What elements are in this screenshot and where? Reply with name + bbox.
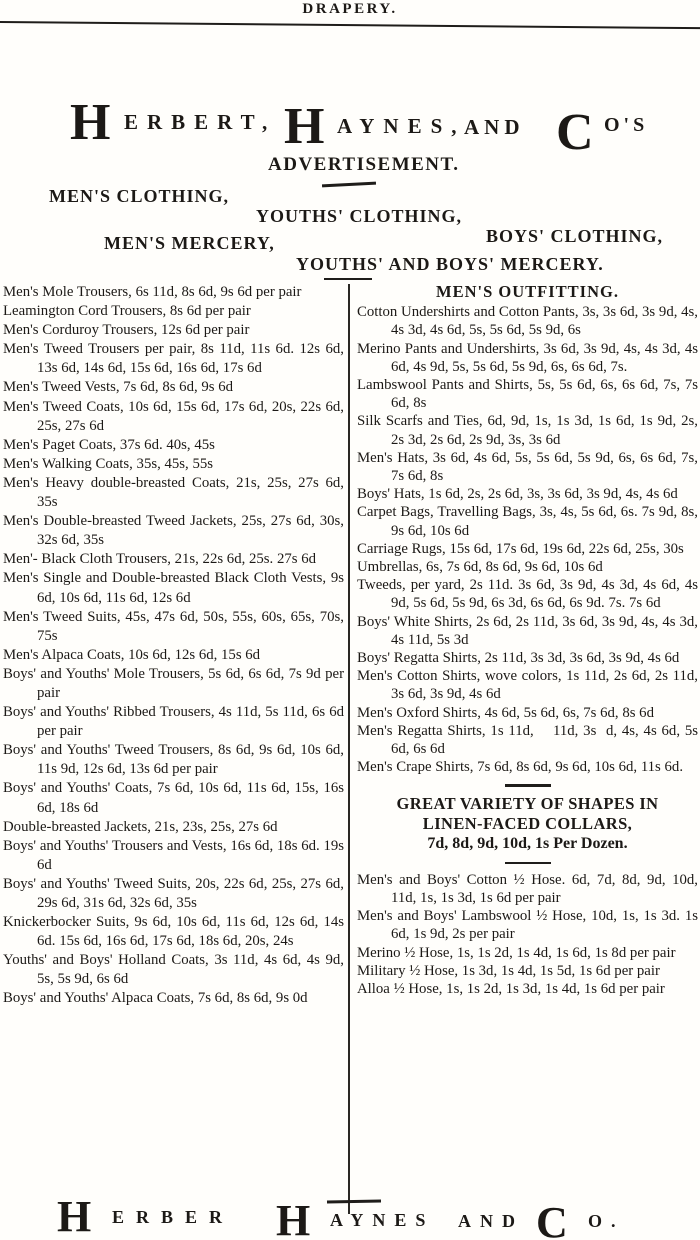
footer-name-o: O. (588, 1211, 625, 1231)
list-item: Men's Paget Coats, 37s 6d. 40s, 45s (3, 436, 215, 453)
list-item: Men's and Boys' Cotton ½ Hose. 6d, 7d, 8… (357, 871, 698, 907)
list-item: Boys' and Youths' Tweed Trousers, 8s 6d,… (3, 742, 344, 778)
list-item: Double-breasted Jackets, 21s, 23s, 25s, … (3, 818, 278, 835)
divider-rule (504, 861, 551, 864)
masthead-initial-h1: H (70, 94, 111, 151)
list-item: Silk Scarfs and Ties, 6d, 9d, 1s, 1s 3d,… (357, 413, 698, 448)
list-item: Cotton Undershirts and Cotton Pants, 3s,… (357, 304, 698, 339)
list-item: Men's Tweed Vests, 7s 6d, 8s 6d, 9s 6d (3, 379, 234, 396)
list-item: Men's Double-breasted Tweed Jackets, 25s… (3, 513, 344, 549)
list-item: Boys' Regatta Shirts, 2s 11d, 3s 3d, 3s … (357, 650, 680, 667)
list-item: Boys' and Youths' Coats, 7s 6d, 10s 6d, … (3, 780, 344, 816)
list-item: Men's Crape Shirts, 7s 6d, 8s 6d, 9s 6d,… (357, 759, 684, 776)
collar-notice-line: LINEN-FACED COLLARS, (422, 813, 633, 833)
collar-notice-line: GREAT VARIETY OF SHAPES IN (396, 793, 659, 813)
list-item: Men's Regatta Shirts, 1s 11d, 11d, 3s d,… (357, 722, 698, 758)
collar-notice: GREAT VARIETY OF SHAPES IN LINEN-FACED C… (357, 794, 698, 854)
subtitle-rule (321, 181, 377, 188)
advertisement-subtitle: ADVERTISEMENT. (268, 154, 460, 175)
right-column: MEN'S OUTFITTING. Cotton Undershirts and… (357, 282, 698, 998)
collar-notice-prices: 7d, 8d, 9d, 10d, 1s Per Dozen. (427, 834, 628, 852)
list-item: Boys' and Youths' Mole Trousers, 5s 6d, … (3, 665, 344, 701)
list-item: Men's Hats, 3s 6d, 4s 6d, 5s, 5s 6d, 5s … (357, 449, 698, 485)
masthead-initial-h2: H (284, 98, 325, 155)
list-item: Lambswool Pants and Shirts, 5s, 5s 6d, 6… (357, 377, 698, 412)
category-mens-clothing: MEN'S CLOTHING, (49, 186, 230, 206)
list-item: Merino ½ Hose, 1s, 1s 2d, 1s 4d, 1s 6d, … (357, 944, 676, 961)
list-item: Men's Heavy double-breasted Coats, 21s, … (3, 474, 344, 511)
footer-initial-c: C (536, 1198, 568, 1240)
list-item: Men's Corduroy Trousers, 12s 6d per pair (3, 322, 250, 339)
list-item: Carriage Rugs, 15s 6d, 17s 6d, 19s 6d, 2… (357, 540, 684, 557)
list-item: Youths' and Boys' Holland Coats, 3s 11d,… (3, 952, 344, 988)
footer-name-herber: ERBER (112, 1207, 235, 1227)
list-item: Boys' and Youths' Trousers and Vests, 16… (3, 837, 344, 873)
outfitting-heading: MEN'S OUTFITTING. (436, 282, 619, 301)
list-item: Boys' White Shirts, 2s 6d, 2s 11d, 3s 6d… (357, 613, 698, 648)
left-column: Men's Mole Trousers, 6s 11d, 8s 6d, 9s 6… (3, 283, 344, 1009)
footer-name-aynes: AYNES (330, 1210, 435, 1230)
list-item: Tweeds, per yard, 2s 11d. 3s 6d, 3s 9d, … (357, 577, 698, 612)
footer-initial-h1: H (57, 1192, 92, 1240)
list-item: Men's Cotton Shirts, wove colors, 1s 11d… (357, 668, 698, 703)
masthead-and: AND (464, 115, 525, 139)
top-rule (0, 21, 700, 30)
list-item: Umbrellas, 6s, 7s 6d, 8s 6d, 9s 6d, 10s … (357, 559, 603, 576)
list-item: Men's Tweed Trousers per pair, 8s 11d, 1… (3, 341, 344, 377)
list-item: Men's Alpaca Coats, 10s 6d, 12s 6d, 15s … (3, 646, 261, 663)
list-item: Men's and Boys' Lambswool ½ Hose, 10d, 1… (357, 908, 698, 943)
category-mens-mercery: MEN'S MERCERY, (104, 233, 275, 253)
list-item: Leamington Cord Trousers, 8s 6d per pair (3, 303, 251, 320)
list-item: Men's Tweed Suits, 45s, 47s 6d, 50s, 55s… (3, 608, 344, 644)
masthead-name-haynes: AYNES, (337, 114, 466, 138)
footer-rule (326, 1199, 382, 1204)
masthead-name-cos: O'S (604, 114, 649, 136)
divider-rule (504, 784, 551, 787)
list-item: Alloa ½ Hose, 1s, 1s 2d, 1s 3d, 1s 4d, 1… (357, 981, 665, 998)
list-item: Military ½ Hose, 1s 3d, 1s 4d, 1s 5d, 1s… (357, 962, 660, 979)
list-item: Boys' and Youths' Ribbed Trousers, 4s 11… (3, 704, 344, 740)
list-item: Men'- Black Cloth Trousers, 21s, 22s 6d,… (3, 551, 317, 568)
footer-and: AND (458, 1211, 524, 1231)
list-item: Boys' and Youths' Tweed Suits, 20s, 22s … (3, 875, 344, 911)
category-boys-clothing: BOYS' CLOTHING, (486, 226, 664, 246)
category-youths-clothing: YOUTHS' CLOTHING, (256, 206, 463, 226)
category-youths-boys-mercery: YOUTHS' AND BOYS' MERCERY. (296, 254, 604, 274)
list-item: Knickerbocker Suits, 9s 6d, 10s 6d, 11s … (3, 914, 344, 950)
list-item: Boys' Hats, 1s 6d, 2s, 2s 6d, 3s, 3s 6d,… (357, 486, 678, 503)
footer-initial-h2: H (276, 1196, 311, 1240)
list-item: Carpet Bags, Travelling Bags, 3s, 4s, 5s… (357, 504, 698, 539)
masthead-name-herbert: ERBERT, (124, 110, 277, 134)
page-title: DRAPERY. (302, 1, 398, 17)
list-item: Men's Mole Trousers, 6s 11d, 8s 6d, 9s 6… (3, 284, 302, 300)
masthead-initial-c: C (556, 104, 594, 161)
category-rule (324, 278, 372, 281)
list-item: Merino Pants and Undershirts, 3s 6d, 3s … (357, 340, 698, 375)
list-item: Men's Tweed Coats, 10s 6d, 15s 6d, 17s 6… (3, 398, 344, 434)
list-item: Men's Walking Coats, 35s, 45s, 55s (3, 455, 214, 472)
list-item: Men's Oxford Shirts, 4s 6d, 5s 6d, 6s, 7… (357, 704, 654, 721)
list-item: Boys' and Youths' Alpaca Coats, 7s 6d, 8… (3, 990, 308, 1007)
list-item: Men's Single and Double-breasted Black C… (3, 570, 344, 606)
column-divider (348, 284, 350, 1214)
